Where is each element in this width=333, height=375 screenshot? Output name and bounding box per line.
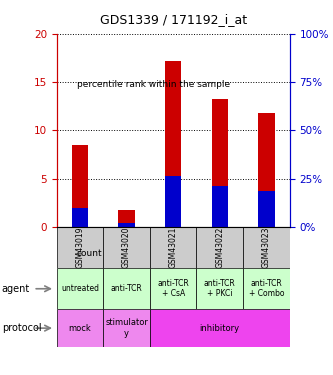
Bar [258, 113, 274, 227]
Text: GSM43022: GSM43022 [215, 227, 224, 268]
Bar [243, 227, 290, 268]
Text: anti-TCR
+ Combo: anti-TCR + Combo [249, 279, 284, 298]
Bar [72, 208, 88, 227]
Bar [103, 309, 150, 347]
Bar [72, 145, 88, 227]
Bar [63, 188, 72, 319]
Text: count: count [77, 249, 102, 258]
Text: GSM43023: GSM43023 [262, 227, 271, 268]
Bar [196, 268, 243, 309]
Bar [212, 99, 228, 227]
Text: GSM43020: GSM43020 [122, 227, 131, 268]
Text: GSM43019: GSM43019 [75, 227, 85, 268]
Bar [150, 227, 196, 268]
Bar [150, 309, 290, 347]
Bar [258, 191, 274, 227]
Bar [165, 61, 181, 227]
Bar [150, 268, 196, 309]
Bar [57, 227, 103, 268]
Text: stimulator
y: stimulator y [105, 318, 148, 338]
Bar [196, 227, 243, 268]
Bar [103, 227, 150, 268]
Bar [243, 268, 290, 309]
Text: anti-TCR: anti-TCR [111, 284, 143, 293]
Text: anti-TCR
+ PKCi: anti-TCR + PKCi [204, 279, 236, 298]
Text: anti-TCR
+ CsA: anti-TCR + CsA [157, 279, 189, 298]
Bar [165, 176, 181, 227]
Bar [57, 268, 103, 309]
Bar [212, 186, 228, 227]
Bar [119, 223, 135, 227]
Text: protocol: protocol [2, 323, 41, 333]
Bar [119, 210, 135, 227]
Text: GSM43021: GSM43021 [168, 227, 178, 268]
Bar [63, 19, 72, 150]
Text: untreated: untreated [61, 284, 99, 293]
Text: percentile rank within the sample: percentile rank within the sample [77, 80, 230, 89]
Text: inhibitory: inhibitory [200, 324, 240, 333]
Bar [103, 268, 150, 309]
Bar [57, 309, 103, 347]
Text: GDS1339 / 171192_i_at: GDS1339 / 171192_i_at [100, 13, 247, 26]
Text: mock: mock [69, 324, 91, 333]
Text: agent: agent [2, 284, 30, 294]
